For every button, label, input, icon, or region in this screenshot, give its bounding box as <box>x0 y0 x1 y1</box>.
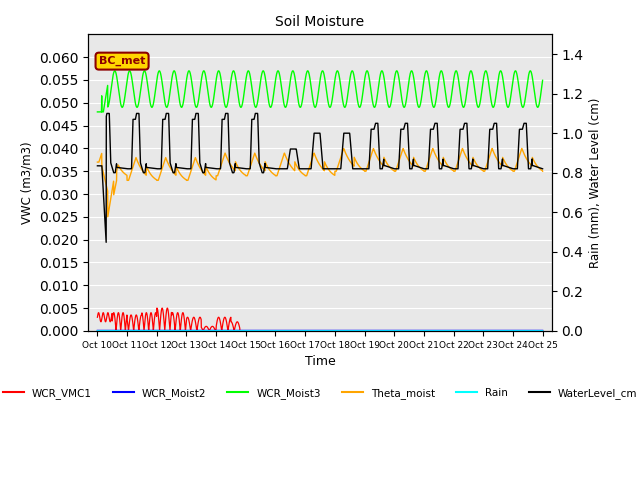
Y-axis label: VWC (m3/m3): VWC (m3/m3) <box>20 141 34 224</box>
X-axis label: Time: Time <box>305 355 335 368</box>
Y-axis label: Rain (mm), Water Level (cm): Rain (mm), Water Level (cm) <box>589 97 602 268</box>
Text: BC_met: BC_met <box>99 56 145 66</box>
Legend: WCR_VMC1, WCR_Moist2, WCR_Moist3, Theta_moist, Rain, WaterLevel_cm: WCR_VMC1, WCR_Moist2, WCR_Moist3, Theta_… <box>0 384 640 403</box>
Title: Soil Moisture: Soil Moisture <box>275 15 365 29</box>
